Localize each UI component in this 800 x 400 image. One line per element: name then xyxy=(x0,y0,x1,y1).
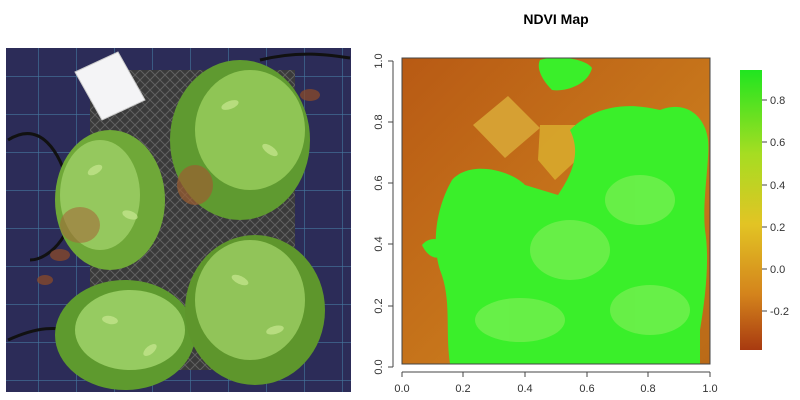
irrigation-tube xyxy=(259,52,351,62)
map-title: NDVI Map xyxy=(523,11,588,27)
white-reference-panel xyxy=(74,51,146,121)
ndvi-map-panel: NDVI Map 0.0 0.2 xyxy=(360,0,800,400)
plant-canopy xyxy=(185,235,325,385)
reference-panel-ndvi xyxy=(473,96,540,158)
plot-frame xyxy=(401,57,711,365)
y-tick-label: 0.0 xyxy=(373,359,385,374)
colorbar-label: -0.2 xyxy=(770,306,789,318)
plant-photo xyxy=(6,48,351,392)
ndvi-map: NDVI Map 0.0 0.2 xyxy=(373,11,789,395)
plant-photo-panel xyxy=(0,0,360,400)
leaf-highlights xyxy=(87,100,284,356)
plant-canopy xyxy=(55,130,165,270)
colorbar-ticks: 0.8 0.6 0.4 0.2 0.0 -0.2 xyxy=(762,95,789,318)
colorbar-label: 0.8 xyxy=(770,95,785,107)
y-tick-label: 0.4 xyxy=(373,236,385,251)
y-tick-label: 0.2 xyxy=(373,298,385,313)
colorbar-label: 0.6 xyxy=(770,137,785,149)
x-tick-label: 0.8 xyxy=(640,383,655,395)
y-tick-label: 0.8 xyxy=(373,114,385,129)
x-tick-label: 1.0 xyxy=(702,383,717,395)
colorbar-label: 0.0 xyxy=(770,264,785,276)
x-tick-label: 0.2 xyxy=(455,383,470,395)
x-axis: 0.0 0.2 0.4 0.6 0.8 1.0 xyxy=(394,372,718,395)
y-tick-label: 1.0 xyxy=(373,53,385,68)
x-tick-label: 0.0 xyxy=(394,383,409,395)
y-axis: 0.0 0.2 0.4 0.6 0.8 1.0 xyxy=(373,53,393,375)
y-tick-label: 0.6 xyxy=(373,175,385,190)
plant-canopy xyxy=(170,60,310,220)
plant-canopy xyxy=(55,280,195,390)
x-tick-label: 0.6 xyxy=(579,383,594,395)
dry-leaves xyxy=(37,89,320,285)
colorbar-label: 0.4 xyxy=(770,180,785,192)
colorbar-label: 0.2 xyxy=(770,222,785,234)
x-tick-label: 0.4 xyxy=(517,383,532,395)
colorbar xyxy=(740,70,762,350)
